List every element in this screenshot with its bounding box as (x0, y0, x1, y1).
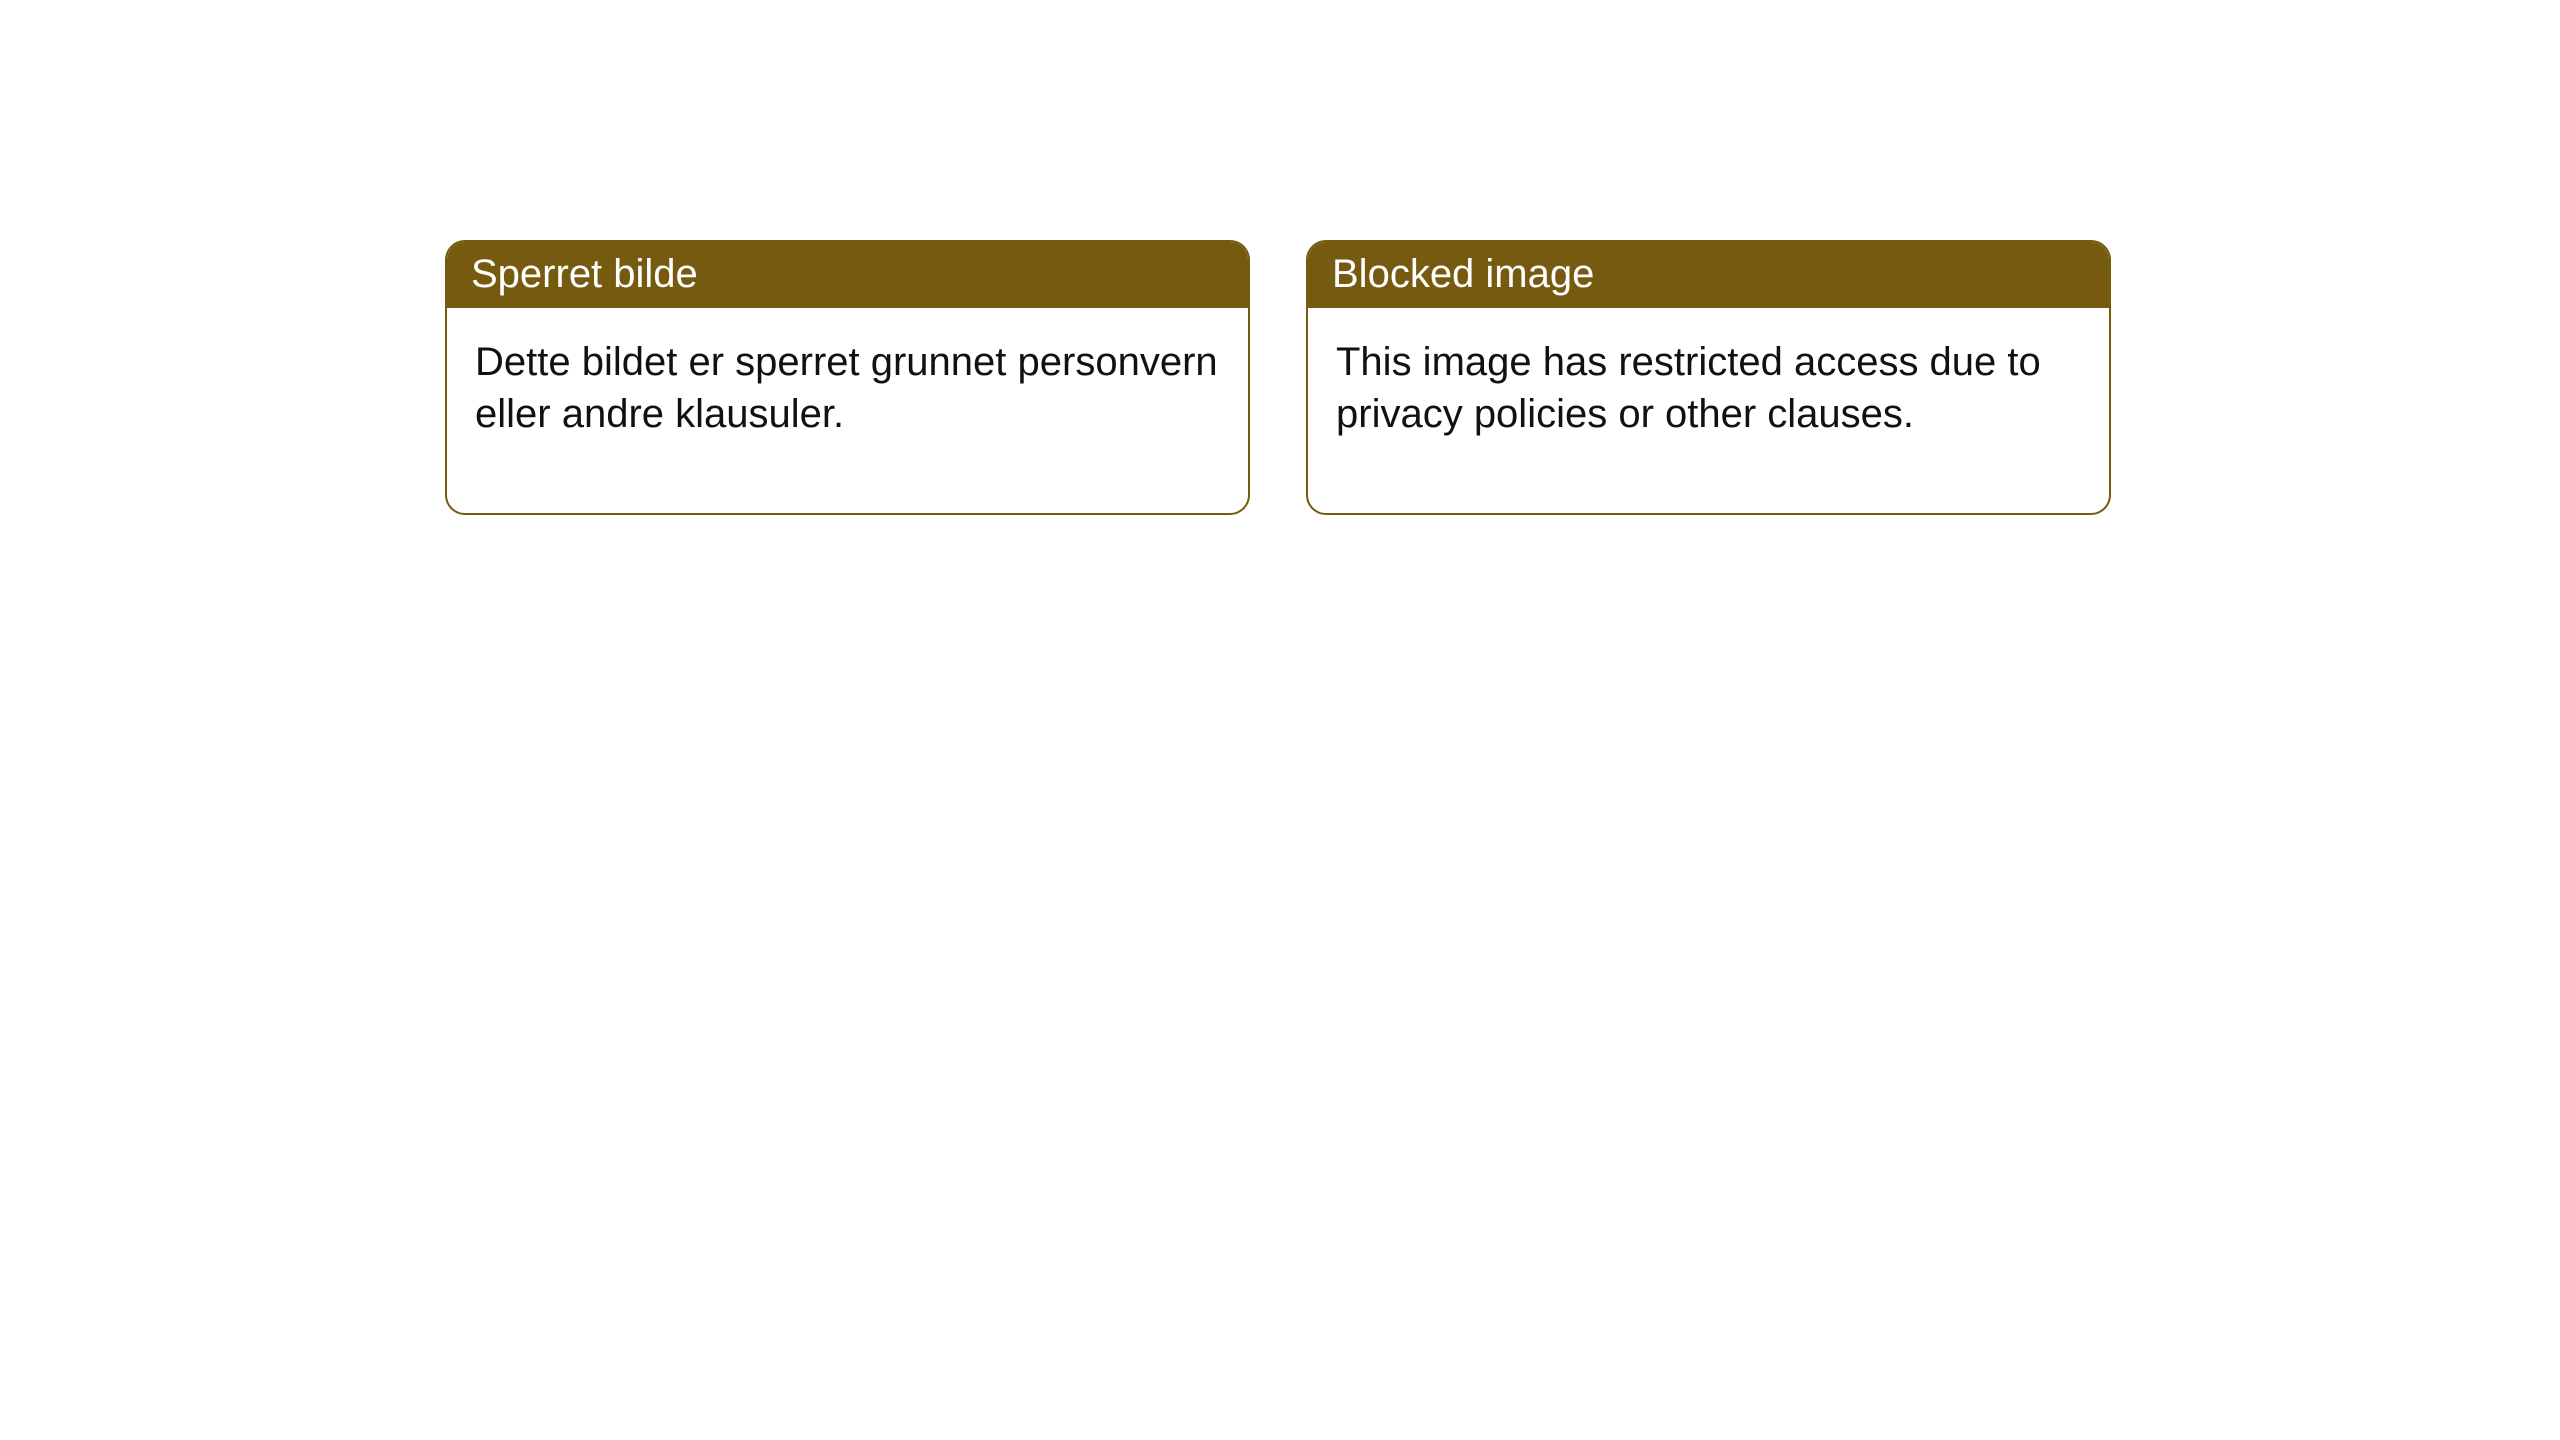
notice-card-body: Dette bildet er sperret grunnet personve… (447, 308, 1248, 513)
notice-card-title: Sperret bilde (447, 242, 1248, 308)
notice-card-english: Blocked image This image has restricted … (1306, 240, 2111, 515)
notice-card-title: Blocked image (1308, 242, 2109, 308)
notice-card-body: This image has restricted access due to … (1308, 308, 2109, 513)
notice-card-norwegian: Sperret bilde Dette bildet er sperret gr… (445, 240, 1250, 515)
notice-cards-row: Sperret bilde Dette bildet er sperret gr… (0, 0, 2560, 515)
